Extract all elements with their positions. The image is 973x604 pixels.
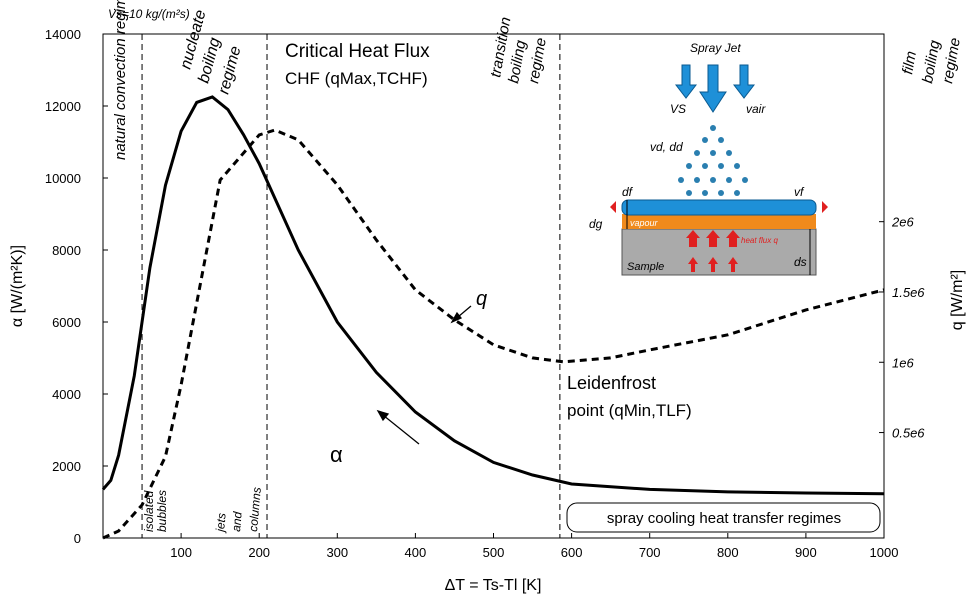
y2-tick-label: 1.5e6 bbox=[892, 285, 925, 300]
y-tick-label: 0 bbox=[74, 531, 81, 546]
x-tick-label: 600 bbox=[561, 545, 583, 560]
y-axis-label: α [W/(m²K)] bbox=[9, 245, 26, 327]
x-axis-label: ΔT = Ts-Tl [K] bbox=[445, 577, 542, 594]
liquid-film bbox=[621, 199, 817, 216]
x-tick-label: 800 bbox=[717, 545, 739, 560]
film-arrow bbox=[816, 201, 828, 213]
inset-label: heat flux q bbox=[741, 236, 778, 245]
annotation: isolated bbox=[142, 490, 156, 532]
arrowhead bbox=[376, 409, 390, 422]
y-tick-label: 4000 bbox=[52, 387, 81, 402]
inset-label: vd, dd bbox=[650, 140, 683, 154]
arrowhead bbox=[450, 311, 463, 324]
x-tick-label: 700 bbox=[639, 545, 661, 560]
top-note: Vs=10 kg/(m²s) bbox=[108, 7, 190, 21]
droplet bbox=[702, 190, 708, 196]
series-line bbox=[102, 128, 885, 540]
droplet bbox=[734, 163, 740, 169]
inset-label: vapour bbox=[630, 218, 659, 228]
sample bbox=[621, 228, 817, 276]
legend-box bbox=[566, 502, 881, 533]
droplets bbox=[678, 125, 748, 196]
droplet bbox=[710, 150, 716, 156]
droplet bbox=[734, 190, 740, 196]
y2-tick-label: 2e6 bbox=[891, 215, 914, 230]
inset-label: VS bbox=[670, 102, 686, 116]
droplet bbox=[710, 125, 716, 131]
x-tick-label: 400 bbox=[405, 545, 427, 560]
annotation: spray cooling heat transfer regimes bbox=[607, 510, 841, 527]
droplet bbox=[726, 150, 732, 156]
inset-label: dg bbox=[589, 217, 603, 231]
annotation: Leidenfrost bbox=[567, 373, 656, 393]
annotation: jets bbox=[213, 512, 229, 534]
droplet bbox=[686, 190, 692, 196]
annotation: film bbox=[899, 50, 920, 76]
annotation: point (qMin,TLF) bbox=[567, 401, 692, 420]
series-line bbox=[101, 95, 885, 496]
vapour-layer bbox=[622, 214, 816, 229]
x-tick-label: 200 bbox=[248, 545, 270, 560]
inset-diagram: Spray Jet VS vair vd, dd df vf dg vapour… bbox=[589, 41, 828, 276]
droplet bbox=[694, 150, 700, 156]
y2-axis-label: q [W/m²] bbox=[949, 270, 966, 330]
droplet bbox=[718, 137, 724, 143]
heat-arrow bbox=[706, 230, 720, 247]
annotation: bubbles bbox=[155, 490, 169, 532]
heat-arrow bbox=[726, 230, 740, 247]
y-tick-label: 8000 bbox=[52, 243, 81, 258]
arrows bbox=[376, 305, 472, 445]
heat-arrow bbox=[708, 257, 718, 272]
droplet bbox=[710, 177, 716, 183]
x-tick-label: 300 bbox=[326, 545, 348, 560]
y-tick-label: 2000 bbox=[52, 459, 81, 474]
annotation: CHF (qMax,TCHF) bbox=[285, 69, 428, 88]
heat-arrow bbox=[688, 257, 698, 272]
y-tick-label: 6000 bbox=[52, 315, 81, 330]
annotation: columns bbox=[246, 487, 264, 533]
droplet bbox=[726, 177, 732, 183]
inset-label: Spray Jet bbox=[690, 41, 741, 55]
y2-tick-label: 0.5e6 bbox=[892, 426, 925, 441]
annotation: and bbox=[229, 511, 245, 532]
annotation: α bbox=[330, 442, 343, 467]
inset-label: df bbox=[622, 185, 634, 199]
jet-arrow bbox=[732, 64, 756, 99]
spray-arrows bbox=[674, 64, 756, 113]
droplet bbox=[742, 177, 748, 183]
inset-label: Sample bbox=[627, 261, 664, 273]
droplet bbox=[702, 163, 708, 169]
x-tick-label: 100 bbox=[170, 545, 192, 560]
droplet bbox=[678, 177, 684, 183]
x-tick-label: 1000 bbox=[870, 545, 899, 560]
y-tick-label: 10000 bbox=[45, 171, 81, 186]
heat-arrow bbox=[686, 230, 700, 247]
jet-arrow bbox=[699, 64, 727, 113]
inset-label: vair bbox=[746, 102, 766, 116]
annotation: Critical Heat Flux bbox=[285, 41, 430, 62]
y-tick-label: 12000 bbox=[45, 99, 81, 114]
annotation: q bbox=[476, 288, 487, 310]
y-tick-label: 14000 bbox=[45, 27, 81, 42]
film-arrow bbox=[610, 201, 622, 213]
inset-label: ds bbox=[794, 255, 807, 269]
jet-arrow bbox=[674, 64, 698, 99]
inset-label: vf bbox=[794, 185, 805, 199]
droplet bbox=[702, 137, 708, 143]
x-tick-label: 500 bbox=[483, 545, 505, 560]
heat-arrows bbox=[686, 230, 740, 272]
droplet bbox=[694, 177, 700, 183]
heat-arrow bbox=[728, 257, 738, 272]
droplet bbox=[718, 163, 724, 169]
annotation: natural convection regime bbox=[112, 0, 129, 160]
droplet bbox=[718, 190, 724, 196]
droplet bbox=[686, 163, 692, 169]
x-tick-label: 900 bbox=[795, 545, 817, 560]
y2-tick-label: 1e6 bbox=[892, 355, 914, 370]
